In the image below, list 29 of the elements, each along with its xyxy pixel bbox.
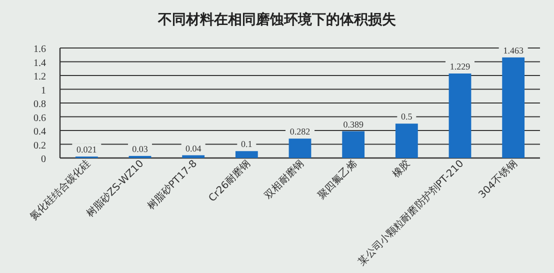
y-tick-label: 1 — [41, 85, 46, 96]
bar — [502, 57, 525, 158]
y-tick-label: 0.6 — [34, 112, 46, 124]
x-tick-label: 聚四氟乙烯 — [316, 158, 360, 202]
y-tick-label: 1.2 — [34, 72, 46, 82]
bar — [448, 74, 472, 158]
bar — [235, 151, 258, 158]
bar — [395, 124, 418, 158]
data-label: 0.389 — [343, 119, 364, 130]
bar — [182, 155, 205, 158]
data-label: 1.463 — [503, 45, 524, 56]
y-tick-label: 0.2 — [34, 140, 46, 152]
data-label: 1.229 — [450, 62, 471, 72]
y-tick-label: 0.4 — [34, 126, 46, 138]
x-tick-label: 双相耐磨钢 — [262, 158, 306, 202]
x-tick-label: 橡胶 — [390, 158, 413, 180]
y-tick-label: 0.8 — [34, 99, 46, 110]
data-label: 0.03 — [132, 144, 148, 154]
data-label: 0.282 — [290, 126, 310, 137]
y-tick-label: 1.6 — [34, 44, 46, 55]
bar — [342, 131, 365, 158]
data-label: 0.04 — [185, 143, 202, 154]
data-label: 0.5 — [401, 112, 413, 122]
data-label: 0.021 — [76, 144, 97, 155]
chart-title: 不同材料在相同磨蚀环境下的体积损失 — [157, 11, 397, 28]
y-tick-label: 0 — [41, 154, 46, 165]
y-tick-label: 1.4 — [34, 58, 46, 69]
data-label: 0.1 — [241, 139, 252, 150]
bar — [288, 138, 312, 158]
